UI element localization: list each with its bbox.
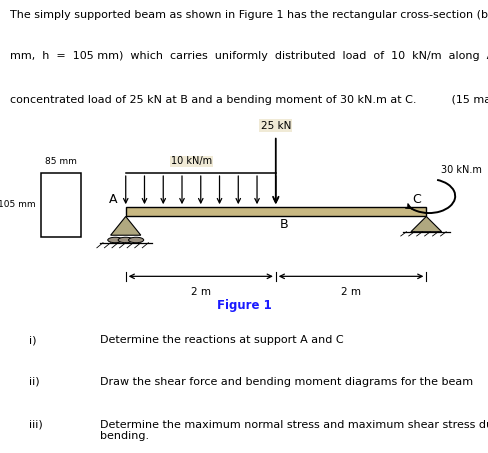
Text: A: A [109, 193, 117, 206]
Circle shape [118, 237, 133, 243]
Bar [41, 173, 81, 237]
Polygon shape [111, 217, 141, 235]
Text: 2 m: 2 m [341, 287, 361, 297]
Text: iii): iii) [29, 419, 42, 429]
Text: concentrated load of 25 kN at B and a bending moment of 30 kN.m at C.          (: concentrated load of 25 kN at B and a be… [10, 95, 488, 105]
Circle shape [128, 237, 144, 243]
Text: Determine the reactions at support A and C: Determine the reactions at support A and… [100, 335, 344, 345]
Text: 105 mm: 105 mm [0, 201, 36, 209]
Text: ii): ii) [29, 377, 40, 387]
Polygon shape [411, 217, 442, 232]
Text: mm,  h  =  105 mm)  which  carries  uniformly  distributed  load  of  10  kN/m  : mm, h = 105 mm) which carries uniformly … [10, 51, 488, 61]
Text: 30 kN.m: 30 kN.m [441, 165, 481, 175]
Text: i): i) [29, 335, 36, 345]
Text: 2 m: 2 m [191, 287, 211, 297]
Text: Draw the shear force and bending moment diagrams for the beam: Draw the shear force and bending moment … [100, 377, 473, 387]
Text: B: B [280, 218, 288, 231]
Text: The simply supported beam as shown in Figure 1 has the rectangular cross-section: The simply supported beam as shown in Fi… [10, 10, 488, 20]
Text: Figure 1: Figure 1 [217, 299, 271, 312]
Text: Determine the maximum normal stress and maximum shear stress due to
bending.: Determine the maximum normal stress and … [100, 419, 488, 441]
Circle shape [108, 237, 123, 243]
Bar [126, 207, 427, 217]
Text: 25 kN: 25 kN [261, 120, 291, 130]
Text: 10 kN/m: 10 kN/m [171, 156, 212, 166]
Text: C: C [412, 193, 421, 206]
Text: 85 mm: 85 mm [45, 157, 77, 166]
